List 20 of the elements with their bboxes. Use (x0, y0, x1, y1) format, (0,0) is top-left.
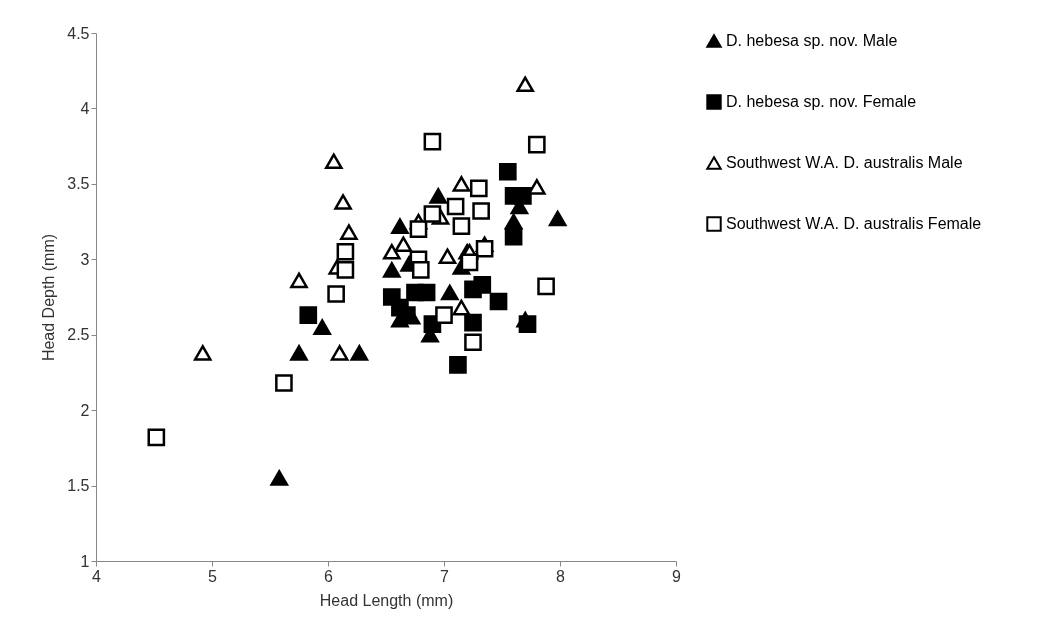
y-tick-label: 1 (80, 552, 90, 570)
y-tick-label: 1.5 (67, 477, 90, 495)
y-tick-label: 3 (80, 250, 90, 268)
x-tick-label: 4 (92, 567, 102, 585)
y-tick-label: 3.5 (67, 175, 90, 193)
y-tick-label: 4.5 (67, 24, 90, 42)
x-tick-label: 6 (324, 567, 334, 585)
y-tick-label: 4 (80, 99, 90, 117)
x-axis-title: Head Length (mm) (319, 591, 454, 609)
x-tick-label: 7 (440, 567, 450, 585)
legend-label: Southwest W.A. D. australis Female (726, 215, 982, 232)
y-tick-label: 2 (80, 401, 90, 419)
x-tick-label: 9 (672, 567, 682, 585)
legend-label: Southwest W.A. D. australis Male (726, 154, 963, 171)
x-tick-label: 8 (556, 567, 566, 585)
legend-label: D. hebesa sp. nov. Female (726, 93, 917, 110)
legend-label: D. hebesa sp. nov. Male (726, 32, 898, 49)
y-tick-label: 2.5 (67, 326, 90, 344)
y-axis-title: Head Depth (mm) (40, 233, 58, 362)
x-tick-label: 5 (208, 567, 218, 585)
